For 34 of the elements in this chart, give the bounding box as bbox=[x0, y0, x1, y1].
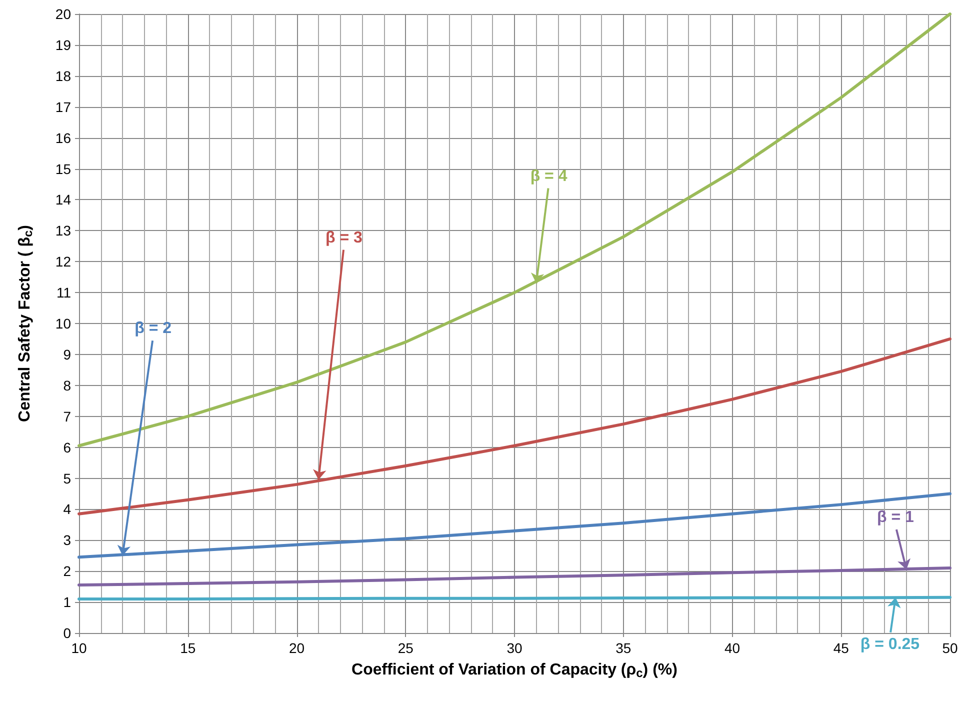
y-tick-label: 3 bbox=[63, 532, 72, 548]
y-axis-title: Central Safety Factor ( βc) bbox=[16, 225, 35, 422]
y-tick-label: 9 bbox=[63, 346, 72, 362]
y-tick-label: 11 bbox=[56, 284, 72, 301]
y-tick-label: 19 bbox=[55, 36, 72, 53]
x-tick-label: 20 bbox=[288, 640, 305, 656]
y-tick-label: 20 bbox=[55, 6, 72, 22]
y-tick-label: 16 bbox=[55, 130, 72, 146]
y-tick-label: 4 bbox=[63, 501, 72, 518]
y-tick-label: 1 bbox=[63, 594, 72, 610]
x-tick-label: 45 bbox=[833, 640, 850, 656]
annotation: β = 4 bbox=[530, 168, 568, 185]
y-tick-label: 12 bbox=[55, 254, 72, 270]
y-tick-label: 17 bbox=[55, 98, 72, 115]
y-tick-label: 18 bbox=[55, 68, 72, 84]
y-tick-label: 0 bbox=[63, 625, 72, 641]
y-tick-label: 5 bbox=[63, 470, 72, 486]
y-tick-label: 14 bbox=[55, 192, 72, 208]
annotation: β = 3 bbox=[326, 229, 363, 246]
annotation: β = 0.25 bbox=[860, 636, 920, 653]
x-tick-label: 25 bbox=[398, 640, 414, 656]
annotation: β = 2 bbox=[134, 320, 172, 338]
y-tick-label: 13 bbox=[55, 222, 72, 239]
y-tick-label: 8 bbox=[63, 377, 72, 394]
x-tick-label: 50 bbox=[942, 640, 958, 656]
y-tick-label: 10 bbox=[55, 316, 72, 332]
x-tick-label: 35 bbox=[616, 640, 632, 656]
y-tick-label: 6 bbox=[63, 439, 72, 456]
y-tick-label: 15 bbox=[55, 160, 72, 177]
y-tick-label: 2 bbox=[63, 563, 72, 580]
x-tick-label: 40 bbox=[724, 640, 740, 656]
y-tick-label: 7 bbox=[63, 408, 72, 424]
x-tick-label: 15 bbox=[180, 640, 196, 656]
x-tick-label: 30 bbox=[506, 640, 522, 656]
